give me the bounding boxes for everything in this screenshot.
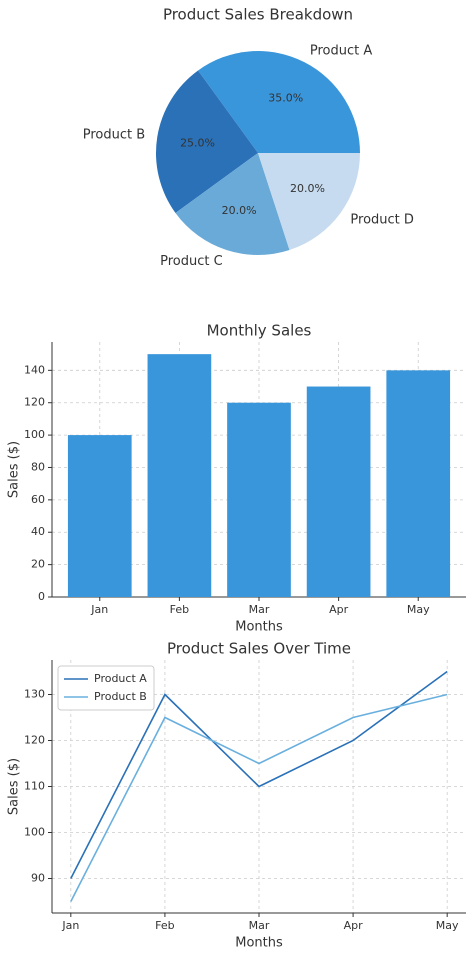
y-tick-label: 90 (31, 872, 45, 885)
pie-slice (155, 70, 258, 213)
bar (227, 402, 291, 597)
bar (67, 435, 132, 597)
bar (306, 386, 371, 597)
x-tick-label: Apr (329, 603, 349, 616)
legend-label: Product A (94, 672, 147, 685)
y-tick-label: 140 (24, 363, 45, 376)
y-tick-label: 20 (31, 558, 45, 571)
x-tick-label: Feb (170, 603, 189, 616)
value-label: 35.0% (268, 91, 303, 104)
chart-title: Monthly Sales (207, 322, 312, 340)
x-tick-label: Jan (90, 603, 108, 616)
y-tick-label: 60 (31, 493, 45, 506)
line (70, 670, 448, 879)
value-label: 20.0% (290, 182, 325, 195)
pie-slice (175, 153, 290, 256)
chart-title: Product Sales Over Time (167, 640, 351, 658)
y-tick-label: 120 (24, 734, 45, 747)
pie-slice (198, 51, 360, 153)
y-tick-label: 120 (24, 396, 45, 409)
bar (386, 370, 451, 597)
x-tick-label: Feb (155, 919, 174, 932)
y-tick-label: 80 (31, 460, 45, 473)
value-label: 20.0% (222, 204, 257, 217)
x-axis-label: Months (235, 620, 283, 635)
y-axis-label: Sales ($) (7, 441, 22, 498)
x-tick-label: Mar (249, 603, 270, 616)
x-tick-label: Jan (61, 919, 79, 932)
y-tick-label: 100 (24, 428, 45, 441)
slice-label: Product D (350, 213, 414, 228)
pie-slice (258, 153, 360, 251)
y-tick-label: 100 (24, 826, 45, 839)
value-label: 25.0% (180, 136, 215, 149)
slice-label: Product A (310, 44, 372, 59)
x-axis-label: Months (235, 936, 283, 951)
bar (147, 354, 212, 597)
chart-title: Product Sales Breakdown (163, 6, 353, 24)
x-tick-label: May (436, 919, 459, 932)
line (70, 693, 448, 902)
y-tick-label: 110 (24, 780, 45, 793)
x-tick-label: Apr (344, 919, 364, 932)
y-tick-label: 40 (31, 525, 45, 538)
y-tick-label: 0 (38, 590, 45, 603)
x-tick-label: Mar (249, 919, 270, 932)
y-axis-label: Sales ($) (7, 758, 22, 815)
legend-box (57, 665, 155, 711)
legend-label: Product B (94, 690, 147, 703)
x-tick-label: May (407, 603, 430, 616)
slice-label: Product B (83, 128, 145, 143)
y-tick-label: 130 (24, 688, 45, 701)
slice-label: Product C (160, 254, 223, 269)
